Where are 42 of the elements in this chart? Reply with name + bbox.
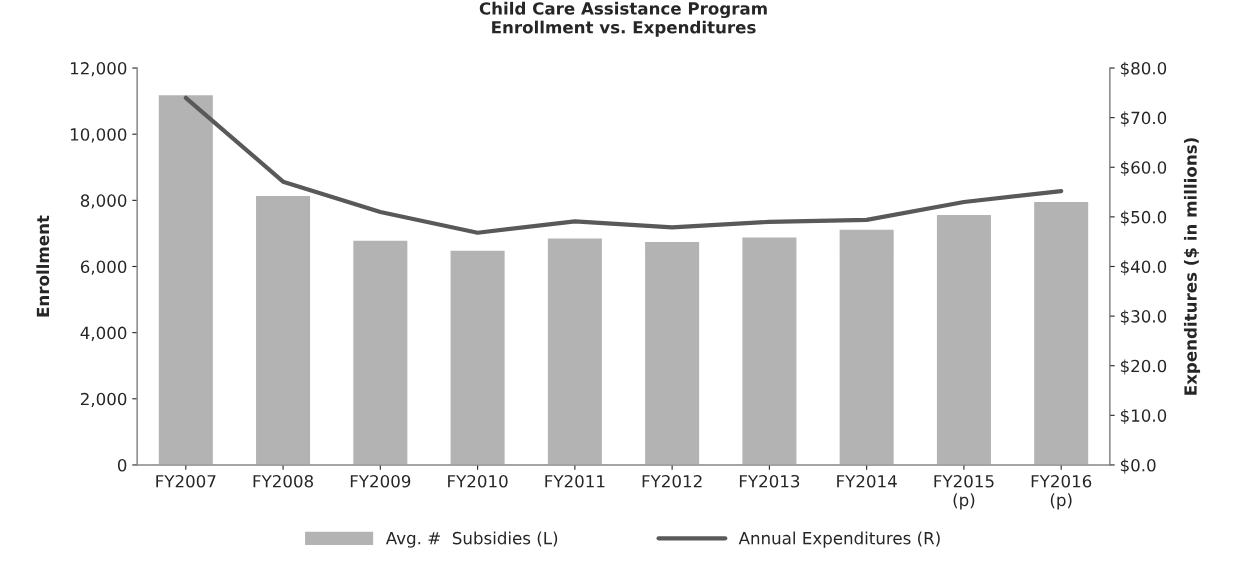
bar bbox=[157, 93, 215, 465]
x-tick-label: FY2008 bbox=[253, 474, 314, 488]
bar bbox=[643, 240, 701, 465]
y-tick-label: 2,000 bbox=[80, 392, 127, 408]
bar bbox=[546, 237, 604, 465]
bar bbox=[740, 236, 798, 465]
x-tick-label: FY2013 bbox=[739, 474, 800, 488]
y2-tick-label: $0.0 bbox=[1120, 458, 1156, 474]
x-tick-label: FY2015 (p) bbox=[934, 474, 994, 510]
y-tick-label: 6,000 bbox=[80, 260, 127, 275]
x-tick-label: FY2009 bbox=[350, 474, 411, 488]
line-series bbox=[183, 95, 1064, 235]
bar bbox=[1032, 200, 1090, 465]
legend-label: Annual Expenditures (R) bbox=[738, 531, 940, 548]
y-tick-label: 10,000 bbox=[70, 128, 127, 143]
bar bbox=[935, 213, 993, 465]
bar bbox=[449, 249, 507, 465]
y-axis-title: Enrollment bbox=[36, 215, 50, 317]
y2-tick-label: $40.0 bbox=[1120, 260, 1167, 276]
y2-tick-label: $60.0 bbox=[1120, 160, 1167, 177]
y2-tick-label: $30.0 bbox=[1120, 309, 1167, 325]
chart-title: Child Care Assistance Program Enrollment vs. Expenditures bbox=[479, 1, 767, 37]
y-tick-label: 8,000 bbox=[80, 194, 127, 209]
y2-tick-label: $80.0 bbox=[1120, 61, 1167, 77]
y2-tick-label: $70.0 bbox=[1120, 111, 1167, 127]
x-tick-label: FY2011 bbox=[545, 474, 605, 488]
x-tick-label: FY2012 bbox=[642, 474, 702, 488]
y-tick-label: 4,000 bbox=[80, 326, 127, 341]
bar bbox=[254, 194, 312, 465]
x-tick-label: FY2014 bbox=[837, 474, 897, 488]
y2-tick-label: $50.0 bbox=[1120, 210, 1167, 226]
y2-tick-label: $20.0 bbox=[1120, 359, 1167, 375]
x-tick-label: FY2016 (p) bbox=[1031, 474, 1092, 510]
bar bbox=[351, 239, 409, 465]
x-tick-label: FY2010 bbox=[448, 474, 508, 488]
y2-axis-title: Expenditures ($ in millions) bbox=[1183, 138, 1201, 395]
y-tick-label: 0 bbox=[117, 458, 127, 472]
x-tick-label: FY2007 bbox=[156, 474, 216, 488]
y2-tick-label: $10.0 bbox=[1120, 409, 1167, 425]
bar bbox=[838, 228, 896, 465]
legend-label: Avg. # Subsidies (L) bbox=[385, 531, 558, 548]
y-tick-label: 12,000 bbox=[70, 62, 127, 77]
